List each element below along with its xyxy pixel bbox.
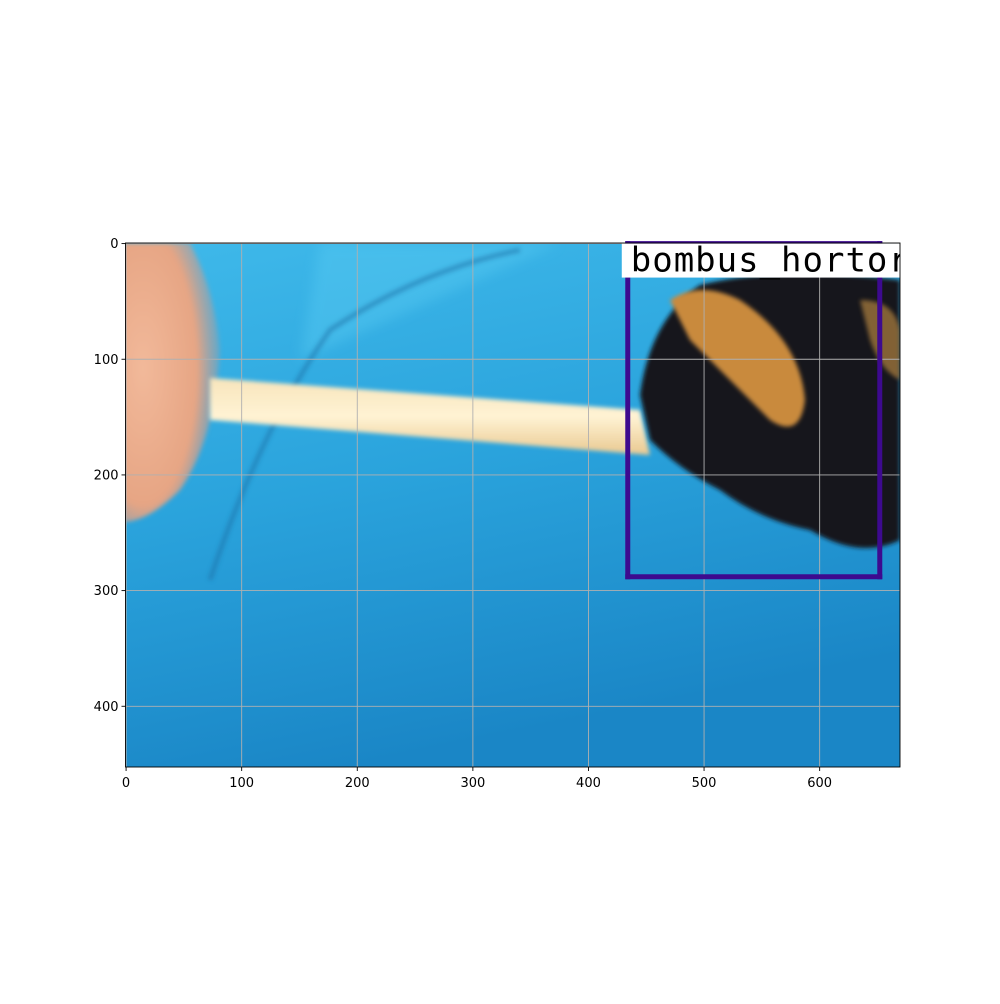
y-tick-label: 200 bbox=[94, 468, 119, 483]
box-label: bombus_hortorum bbox=[631, 241, 953, 281]
x-tick-label: 600 bbox=[807, 776, 832, 791]
x-tick-label: 300 bbox=[460, 776, 485, 791]
box-label-background bbox=[621, 243, 900, 278]
y-tick-label: 400 bbox=[94, 700, 119, 715]
axes-frame bbox=[125, 242, 901, 768]
y-tick-label: 0 bbox=[110, 237, 118, 252]
box-label-group: bombus_hortorum bbox=[621, 241, 953, 281]
x-tick-label: 0 bbox=[122, 776, 130, 791]
y-tick-label: 300 bbox=[94, 584, 119, 599]
photo bbox=[125, 243, 900, 767]
x-tick-label: 200 bbox=[345, 776, 370, 791]
y-tick-label: 100 bbox=[94, 353, 119, 368]
x-tick-label: 400 bbox=[576, 776, 601, 791]
x-tick-label: 500 bbox=[692, 776, 717, 791]
x-tick-label: 100 bbox=[229, 776, 254, 791]
